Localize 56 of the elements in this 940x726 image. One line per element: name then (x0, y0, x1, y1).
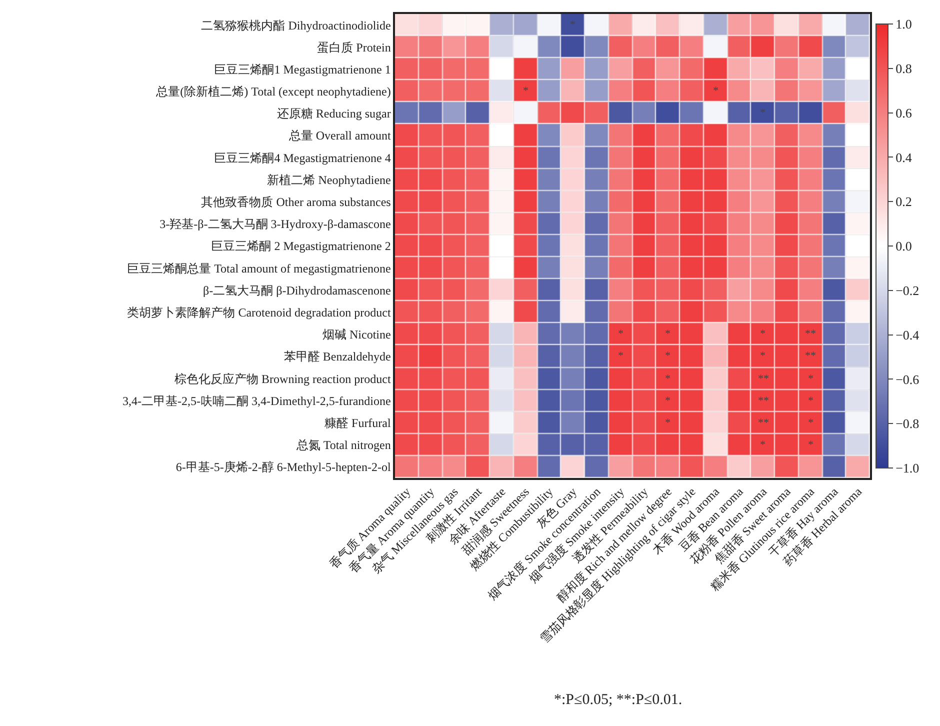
data-label: * (618, 350, 624, 362)
y-tick-label: 总量(除新植二烯) Total (except neophytadiene) (155, 84, 391, 99)
y-tick-label: 总氮 Total nitrogen (295, 438, 391, 452)
color-bar-label: −1.0 (896, 460, 920, 476)
data-label: * (808, 439, 814, 451)
data-label: * (808, 417, 814, 429)
color-bar-label: −0.8 (896, 416, 920, 432)
data-label: * (760, 350, 766, 362)
y-tick-label: 巨豆三烯酮4 Megastigmatrienone 4 (214, 150, 391, 165)
y-tick-label: 苯甲醛 Benzaldehyde (284, 350, 391, 364)
text: *:P≤0.05; **:P≤0.01. (554, 692, 682, 708)
y-tick-label: 还原糖 Reducing sugar (276, 106, 391, 121)
data-label: ** (805, 328, 816, 340)
y-tick-label: 蛋白质 Protein (317, 40, 391, 54)
y-tick-label: 糠醛 Furfural (324, 416, 392, 430)
y-tick-label: 巨豆三烯酮总量 Total amount of megastigmatrienone (127, 261, 391, 276)
data-label: * (760, 328, 766, 340)
data-label: * (713, 85, 718, 97)
y-tick-label: 二氢猕猴桃内酯 Dihydroactinodiolide (201, 18, 391, 32)
data-label: * (808, 373, 814, 385)
data-label: * (760, 107, 766, 119)
y-tick-label: 其他致香物质 Other aroma substances (201, 195, 392, 210)
color-bar-label: −0.6 (896, 372, 920, 387)
data-label: ** (805, 350, 816, 362)
y-tick-label: β-二氢大马酮 β-Dihydrodamascenone (203, 283, 391, 298)
data-label: ** (758, 395, 769, 407)
y-tick-label: 3-羟基-β-二氢大马酮 3-Hydroxy-β-damascone (160, 217, 391, 232)
y-tick-label: 3,4-二甲基-2,5-呋喃二酮 3,4-Dimethyl-2,5-furandione (122, 394, 391, 408)
data-label: * (760, 439, 766, 451)
y-tick-label: 棕色化反应产物 Browning reaction product (174, 372, 392, 386)
color-bar-label: 0.8 (896, 60, 912, 76)
y-tick-label: 巨豆三烯酮 2 Megastigmatrienone 2 (211, 239, 391, 254)
color-bar-label: 0.0 (896, 238, 912, 254)
data-label: * (665, 328, 670, 340)
color-bar-label: 0.4 (896, 150, 912, 165)
color-bar-label: 0.6 (896, 105, 912, 120)
color-bar-label: −0.4 (896, 327, 920, 342)
data-label: * (665, 350, 670, 362)
data-label: * (665, 395, 670, 407)
data-label: ** (758, 417, 769, 429)
y-tick-label: 总量 Overall amount (288, 128, 392, 143)
data-label: * (665, 373, 670, 385)
data-label: ** (758, 373, 769, 385)
data-label: * (808, 395, 814, 407)
color-bar-label: 1.0 (896, 16, 912, 32)
y-tick-label: 新植二烯 Neophytadiene (267, 172, 391, 187)
y-tick-label: 类胡萝卜素降解产物 Carotenoid degradation product (127, 305, 392, 320)
y-tick-label: 6-甲基-5-庚烯-2-醇 6-Methyl-5-hepten-2-ol (176, 460, 392, 474)
data-label: * (618, 328, 624, 340)
data-label: * (523, 85, 528, 97)
y-tick-label: 巨豆三烯酮1 Megastigmatrienone 1 (214, 62, 391, 76)
color-bar-label: 0.2 (896, 194, 912, 210)
color-bar-label: −0.2 (896, 282, 920, 298)
data-label: * (665, 417, 670, 429)
y-tick-label: 烟碱 Nicotine (322, 328, 391, 342)
data-label: * (570, 19, 576, 31)
